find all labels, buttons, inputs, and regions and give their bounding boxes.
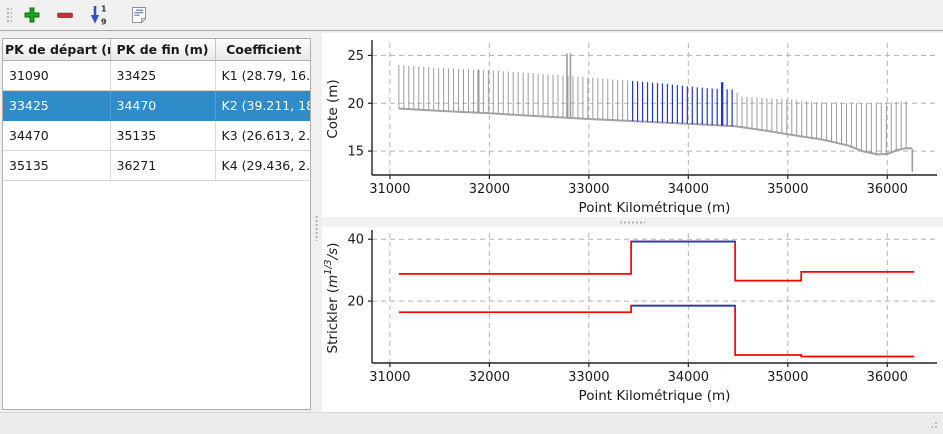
column-header-pk-depart[interactable]: PK de départ (m) — [3, 39, 111, 61]
table-header-row: PK de départ (m) PK de fin (m) Coefficie… — [3, 39, 310, 61]
svg-text:Strickler (m1/3/s): Strickler (m1/3/s) — [323, 243, 341, 354]
cell-depart[interactable]: 35135 — [3, 150, 111, 181]
svg-text:33000: 33000 — [568, 370, 609, 385]
cell-coeff[interactable]: K3 (26.613, 2.… — [215, 120, 310, 151]
svg-text:31000: 31000 — [369, 182, 410, 197]
table-row[interactable]: 34470 35135 K3 (26.613, 2.… — [3, 120, 310, 151]
svg-text:20: 20 — [347, 97, 364, 112]
cell-fin[interactable]: 36271 — [110, 150, 216, 181]
column-header-pk-fin[interactable]: PK de fin (m) — [110, 39, 216, 61]
svg-text:25: 25 — [347, 49, 364, 64]
sort-digit-bottom: 9 — [101, 18, 107, 27]
splitter-dots — [619, 221, 645, 224]
cell-fin[interactable]: 35135 — [110, 120, 216, 151]
series-coefficient-lower — [398, 304, 915, 358]
minus-icon — [57, 12, 73, 18]
svg-text:Cote (m): Cote (m) — [325, 79, 341, 138]
svg-text:20: 20 — [347, 295, 364, 310]
toolbar-grip[interactable] — [5, 6, 12, 24]
plus-icon — [24, 7, 40, 23]
sort-numeric-icon: 1 9 — [90, 5, 107, 27]
svg-text:Point Kilométrique (m): Point Kilométrique (m) — [579, 388, 731, 404]
resize-grip-icon[interactable] — [926, 417, 939, 430]
coefficients-panel: PK de départ (m) PK de fin (m) Coefficie… — [2, 38, 311, 410]
svg-text:36000: 36000 — [867, 370, 908, 385]
horizontal-splitter[interactable] — [322, 217, 943, 227]
cell-depart[interactable]: 33425 — [3, 90, 111, 121]
svg-text:35000: 35000 — [767, 370, 808, 385]
cell-coeff[interactable]: K2 (39.211, 18… — [215, 90, 310, 121]
svg-text:Point Kilométrique (m): Point Kilométrique (m) — [579, 200, 731, 216]
table-row[interactable]: 31090 33425 K1 (28.79, 16.… — [3, 60, 310, 91]
splitter-dots — [315, 215, 318, 241]
vertical-splitter[interactable] — [311, 33, 322, 412]
remove-button[interactable] — [51, 2, 79, 28]
svg-text:35000: 35000 — [767, 182, 808, 197]
svg-text:36000: 36000 — [867, 182, 908, 197]
report-button[interactable] — [125, 2, 153, 28]
table-row[interactable]: 35135 36271 K4 (29.436, 2.… — [3, 150, 310, 181]
cell-depart[interactable]: 34470 — [3, 120, 111, 151]
sort-button[interactable]: 1 9 — [84, 2, 112, 28]
column-header-coefficient[interactable]: Coefficient — [215, 39, 310, 61]
strickler-chart: 31000 32000 33000 34000 35000 36000 20 40 Point … — [323, 227, 943, 412]
cell-fin[interactable]: 33425 — [110, 60, 216, 91]
cell-depart[interactable]: 31090 — [3, 60, 111, 91]
svg-text:34000: 34000 — [668, 182, 709, 197]
svg-text:40: 40 — [347, 233, 364, 248]
svg-text:33000: 33000 — [568, 182, 609, 197]
svg-text:32000: 32000 — [469, 370, 510, 385]
cell-coeff[interactable]: K4 (29.436, 2.… — [215, 150, 310, 181]
add-button[interactable] — [18, 2, 46, 28]
toolbar: 1 9 — [0, 0, 943, 31]
coefficients-table: PK de départ (m) PK de fin (m) Coefficie… — [3, 39, 310, 181]
cell-fin[interactable]: 34470 — [110, 90, 216, 121]
sort-digit-top: 1 — [101, 5, 107, 14]
status-bar — [0, 412, 943, 434]
svg-text:34000: 34000 — [668, 370, 709, 385]
svg-text:31000: 31000 — [369, 370, 410, 385]
series-coefficient-upper — [398, 240, 915, 282]
svg-text:15: 15 — [347, 145, 364, 160]
cell-coeff[interactable]: K1 (28.79, 16.… — [215, 60, 310, 91]
svg-text:32000: 32000 — [469, 182, 510, 197]
cote-chart: 31000 32000 33000 34000 35000 36000 15 20 25 Poin… — [323, 33, 943, 217]
notes-icon — [132, 7, 147, 24]
table-row[interactable]: 33425 34470 K2 (39.211, 18… — [3, 90, 310, 121]
